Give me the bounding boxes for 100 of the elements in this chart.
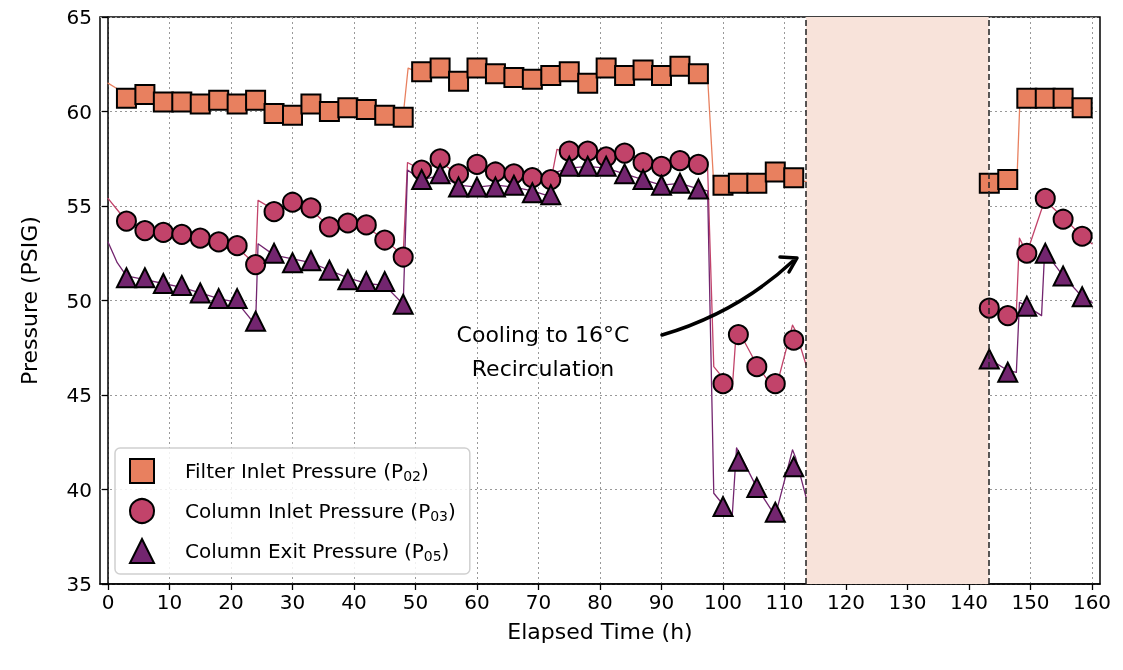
x-tick-label: 30 — [279, 590, 306, 614]
x-tick-label: 70 — [525, 590, 552, 614]
point — [226, 288, 248, 310]
x-tick-label: 0 — [101, 590, 115, 614]
point — [746, 356, 768, 378]
point — [171, 223, 193, 245]
point — [245, 254, 267, 276]
point — [783, 167, 805, 189]
point — [318, 216, 340, 238]
y-tick-label: 50 — [66, 288, 92, 313]
point — [577, 72, 599, 94]
x-tick-label: 20 — [218, 590, 244, 614]
point — [282, 252, 303, 274]
point — [595, 57, 617, 79]
point — [746, 477, 768, 499]
point — [1016, 87, 1038, 109]
point — [595, 155, 617, 177]
x-tick-label: 120 — [826, 590, 866, 614]
point — [669, 55, 691, 77]
point — [448, 70, 470, 92]
y-tick-label: 35 — [66, 572, 92, 596]
point — [540, 184, 562, 206]
point — [1052, 208, 1074, 230]
point — [374, 104, 396, 126]
point — [669, 150, 691, 172]
point — [411, 61, 433, 83]
x-tick-label: 90 — [648, 590, 675, 614]
point — [632, 169, 654, 191]
point — [558, 61, 580, 83]
point — [997, 305, 1019, 327]
point — [503, 174, 525, 196]
point — [558, 155, 580, 177]
point — [429, 163, 451, 185]
x-tick-label: 80 — [587, 590, 613, 614]
point — [337, 269, 359, 291]
point — [134, 267, 156, 289]
point — [318, 259, 340, 281]
point — [1052, 265, 1074, 287]
point — [208, 231, 230, 253]
point — [429, 148, 451, 170]
point — [374, 271, 396, 293]
point — [1034, 242, 1056, 264]
point — [521, 182, 543, 204]
point — [355, 99, 377, 121]
point — [1016, 295, 1038, 317]
point — [208, 288, 230, 310]
point — [263, 242, 285, 264]
point — [997, 361, 1019, 383]
y-tick-label: 55 — [66, 194, 92, 218]
point — [764, 501, 786, 523]
point — [134, 83, 156, 105]
point — [687, 63, 709, 85]
point — [997, 169, 1019, 191]
point — [152, 221, 174, 243]
point — [263, 201, 285, 223]
point — [134, 220, 156, 242]
point — [171, 91, 193, 113]
point — [300, 93, 322, 115]
point — [712, 373, 734, 395]
point — [687, 178, 709, 200]
point — [245, 310, 267, 332]
point — [651, 65, 672, 87]
point — [632, 152, 654, 174]
point — [614, 65, 636, 87]
point — [614, 142, 636, 164]
point — [540, 169, 562, 191]
point — [632, 59, 654, 81]
point — [208, 89, 230, 111]
point — [1071, 97, 1093, 119]
point — [746, 172, 768, 194]
point — [614, 163, 636, 185]
x-axis-title: Elapsed Time (h) — [507, 618, 693, 644]
point — [355, 271, 377, 293]
point — [466, 176, 488, 198]
point — [651, 174, 672, 196]
point — [503, 66, 525, 88]
point — [337, 97, 359, 119]
point — [727, 324, 749, 346]
point — [282, 191, 303, 213]
point — [282, 104, 303, 126]
point — [1071, 286, 1093, 308]
point — [1016, 242, 1038, 264]
x-tick-label: 110 — [765, 590, 804, 614]
point — [577, 140, 599, 162]
point — [577, 155, 599, 177]
point — [669, 172, 691, 194]
y-tick-label: 65 — [66, 5, 92, 29]
point — [355, 214, 377, 236]
point — [429, 57, 451, 79]
x-tick-label: 10 — [156, 590, 183, 614]
point — [448, 176, 470, 198]
point — [374, 229, 396, 251]
point — [712, 496, 734, 518]
point — [783, 456, 805, 478]
y-tick-label: 60 — [66, 99, 92, 124]
point — [300, 250, 322, 272]
point — [764, 373, 786, 395]
point — [1052, 87, 1074, 109]
point — [651, 155, 672, 177]
point — [1034, 187, 1056, 209]
